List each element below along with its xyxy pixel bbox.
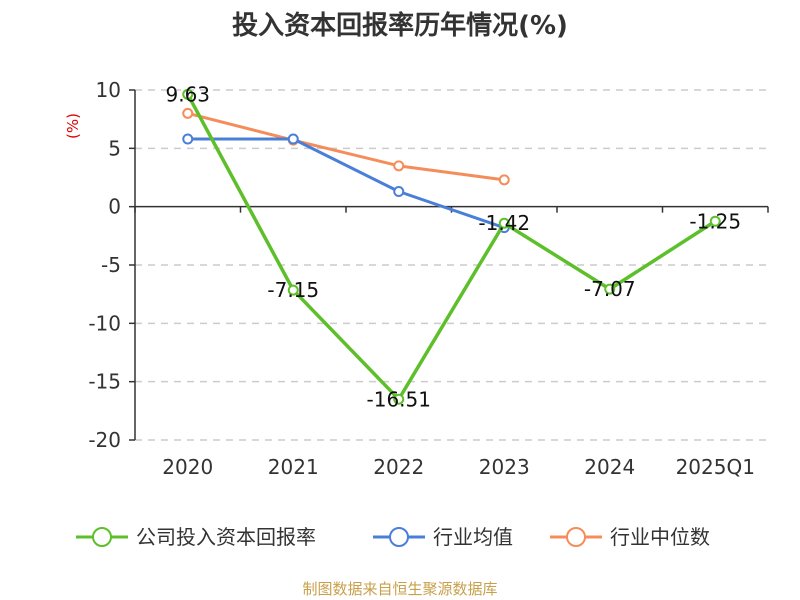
series-line <box>187 137 505 230</box>
data-point <box>393 160 405 172</box>
legend-swatch-marker <box>566 527 586 547</box>
data-point <box>182 107 194 119</box>
data-point <box>709 215 721 227</box>
legend-swatch-marker <box>389 527 409 547</box>
data-label: -7.07 <box>584 277 636 301</box>
legend: 公司投入资本回报率 行业均值 行业中位数 <box>76 525 710 549</box>
data-label: 9.63 <box>165 82 210 106</box>
y-tick-label: 5 <box>108 136 121 160</box>
legend-item[interactable]: 公司投入资本回报率 <box>76 525 316 549</box>
chart-title: 投入资本回报率历年情况(%) <box>232 10 568 41</box>
axes <box>129 89 769 441</box>
data-label: -16.51 <box>367 387 431 411</box>
x-tick-labels: 2020 2021 2022 2023 2024 2025Q1 <box>162 455 755 479</box>
y-tick-label: -20 <box>88 428 121 452</box>
legend-label: 行业中位数 <box>610 525 710 549</box>
x-tick-label: 2023 <box>479 455 530 479</box>
legend-item[interactable]: 行业均值 <box>373 525 513 549</box>
source-note: 制图数据来自恒生聚源数据库 <box>302 580 497 598</box>
x-tick-label: 2025Q1 <box>676 455 755 479</box>
series-line <box>187 111 505 182</box>
legend-swatch-marker <box>92 527 112 547</box>
x-tick-label: 2024 <box>584 455 635 479</box>
grid-lines <box>135 89 768 441</box>
y-tick-label: 0 <box>108 195 121 219</box>
data-point <box>498 174 510 186</box>
y-tick-label: -10 <box>88 311 121 335</box>
data-point <box>287 284 299 296</box>
data-point <box>182 133 194 145</box>
x-tick-label: 2021 <box>268 455 319 479</box>
legend-item[interactable]: 行业中位数 <box>550 525 710 549</box>
data-label: -1.42 <box>478 211 530 235</box>
data-point <box>287 133 299 145</box>
series-line <box>186 93 717 402</box>
y-tick-labels: 10 5 0 -5 -10 -15 -20 <box>88 78 121 452</box>
y-axis-unit: (%) <box>64 113 82 139</box>
data-point <box>604 283 616 295</box>
x-tick-label: 2022 <box>373 455 424 479</box>
data-point <box>498 217 510 229</box>
data-label: -1.25 <box>689 209 741 233</box>
data-label: -7.15 <box>267 278 319 302</box>
legend-label: 公司投入资本回报率 <box>136 525 316 549</box>
y-tick-label: -15 <box>88 370 121 394</box>
legend-label: 行业均值 <box>433 525 513 549</box>
y-tick-label: -5 <box>101 253 121 277</box>
data-point <box>393 186 405 197</box>
y-tick-label: 10 <box>96 78 121 102</box>
data-labels: 9.63 -7.15 -16.51 -1.42 -7.07 -1.25 <box>165 82 741 411</box>
series <box>182 88 721 405</box>
data-point <box>393 393 405 405</box>
data-point <box>182 88 194 100</box>
x-tick-label: 2020 <box>162 455 213 479</box>
